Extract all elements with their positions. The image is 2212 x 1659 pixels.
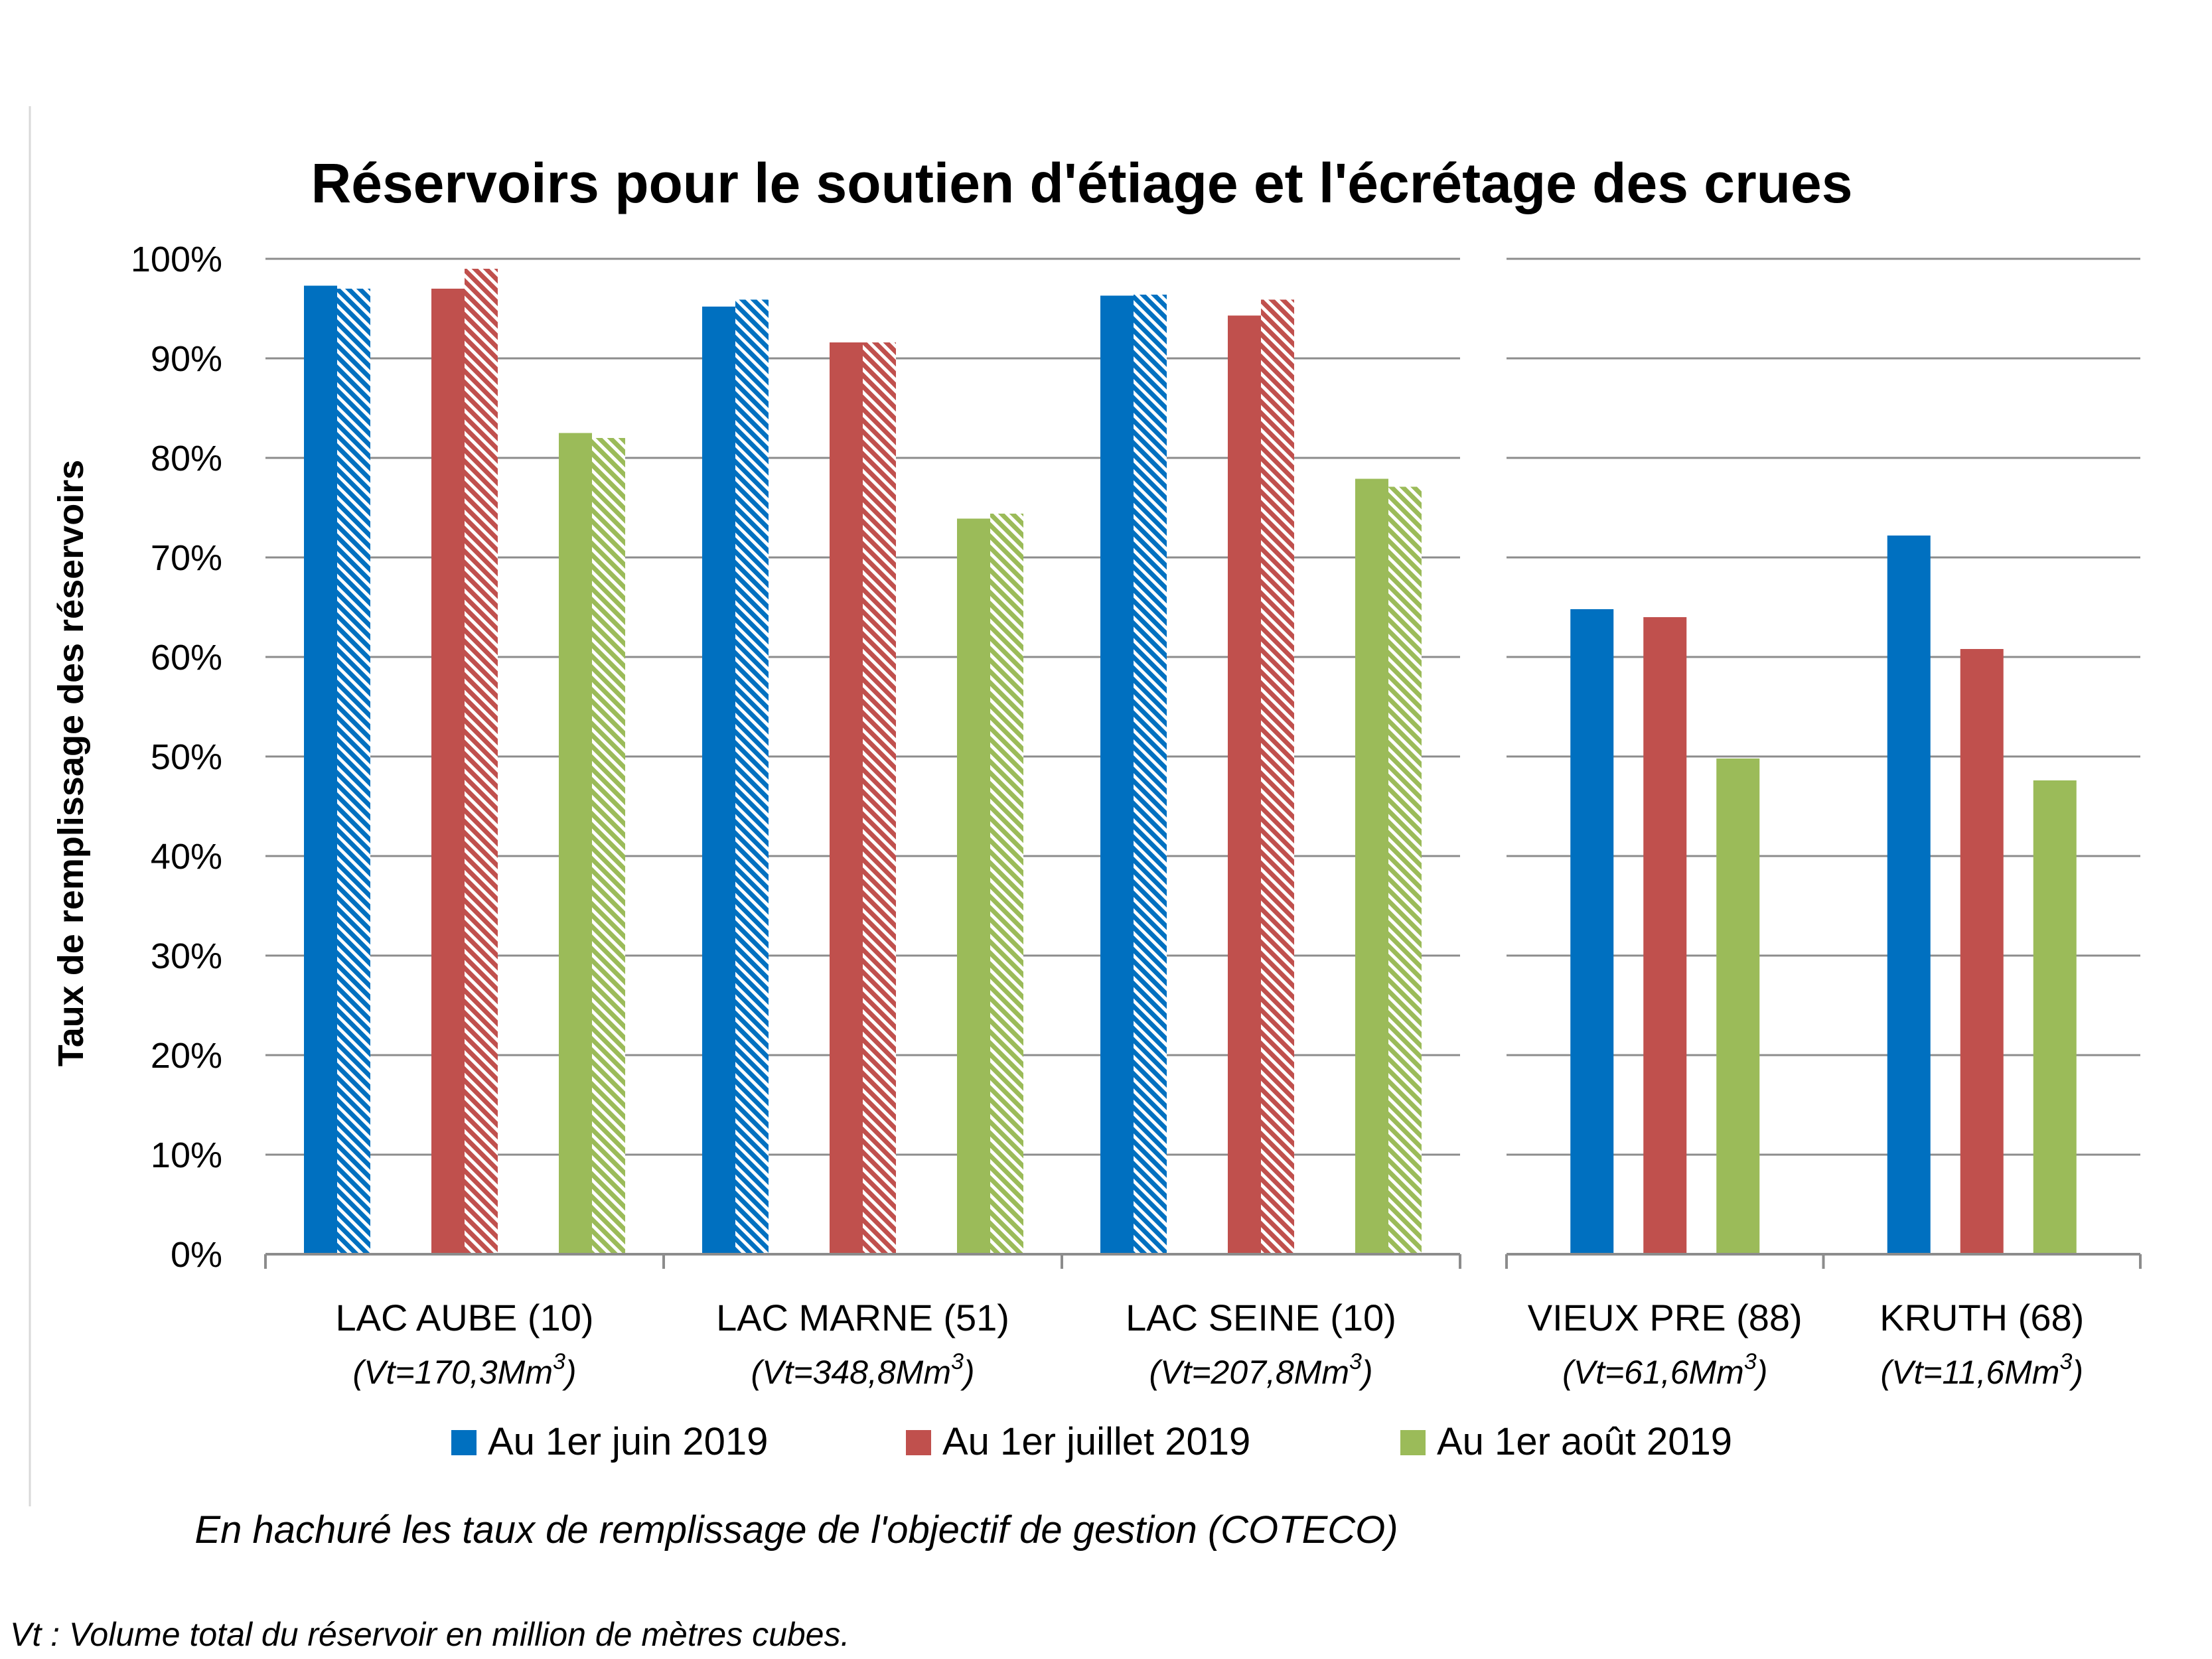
objective-bar xyxy=(337,289,370,1254)
actual-bar xyxy=(304,285,337,1254)
category-label: LAC SEINE (10) xyxy=(1126,1297,1396,1338)
category-label: LAC MARNE (51) xyxy=(716,1297,1009,1338)
objective-bar xyxy=(990,514,1023,1254)
actual-bar xyxy=(1228,315,1261,1254)
actual-bar xyxy=(2033,780,2077,1254)
actual-bar xyxy=(431,289,465,1254)
objective-bar xyxy=(465,269,498,1254)
legend-swatch xyxy=(1400,1430,1426,1455)
y-axis-label: Taux de remplissage des réservoirs xyxy=(51,460,91,1066)
actual-bar xyxy=(559,433,592,1254)
x-axis xyxy=(264,1253,2142,1269)
category-label: VIEUX PRE (88) xyxy=(1528,1297,1803,1338)
category-volume: (Vt=61,6Mm3) xyxy=(1562,1349,1767,1391)
legend-swatch xyxy=(451,1430,477,1455)
y-tick-label: 50% xyxy=(151,737,222,777)
objective-bar xyxy=(1388,486,1422,1254)
bars xyxy=(304,269,2077,1254)
actual-bar xyxy=(702,307,735,1254)
hatch-note: En hachuré les taux de remplissage de l'… xyxy=(194,1508,1398,1551)
legend-swatch xyxy=(906,1430,931,1455)
y-axis-ticks: 0% 10% 20% 30% 40% 50% 60% 70% 80% 90% 100% xyxy=(131,240,222,1275)
category-volume: (Vt=170,3Mm3) xyxy=(352,1349,576,1391)
y-tick-label: 10% xyxy=(151,1135,222,1175)
actual-bar xyxy=(1643,617,1687,1254)
category-volume: (Vt=348,8Mm3) xyxy=(751,1349,974,1391)
y-tick-label: 100% xyxy=(131,240,222,279)
legend: Au 1er juin 2019 Au 1er juillet 2019 Au 1e… xyxy=(451,1420,1732,1463)
y-tick-label: 80% xyxy=(151,439,222,478)
actual-bar xyxy=(830,342,863,1254)
y-tick-label: 70% xyxy=(151,538,222,578)
objective-bar xyxy=(1134,295,1167,1254)
chart-title: Réservoirs pour le soutien d'étiage et l… xyxy=(311,152,1853,214)
y-tick-label: 90% xyxy=(151,339,222,379)
actual-bar xyxy=(1355,478,1388,1254)
actual-bar xyxy=(957,518,990,1254)
y-tick-label: 30% xyxy=(151,936,222,976)
legend-label: Au 1er août 2019 xyxy=(1437,1420,1732,1463)
y-tick-label: 0% xyxy=(171,1235,222,1275)
category-label: LAC AUBE (10) xyxy=(335,1297,593,1338)
actual-bar xyxy=(1570,609,1614,1254)
legend-label: Au 1er juin 2019 xyxy=(488,1420,768,1463)
y-tick-label: 60% xyxy=(151,638,222,678)
actual-bar xyxy=(1960,649,2004,1254)
legend-label: Au 1er juillet 2019 xyxy=(942,1420,1250,1463)
footnote: Vt : Volume total du réservoir en millio… xyxy=(10,1616,849,1653)
actual-bar xyxy=(1100,295,1134,1254)
objective-bar xyxy=(1261,299,1294,1254)
category-label: KRUTH (68) xyxy=(1880,1297,2084,1338)
actual-bar xyxy=(1887,536,1931,1254)
objective-bar xyxy=(735,299,769,1254)
category-volume: (Vt=207,8Mm3) xyxy=(1149,1349,1372,1391)
y-tick-label: 40% xyxy=(151,837,222,877)
objective-bar xyxy=(592,438,625,1254)
y-tick-label: 20% xyxy=(151,1036,222,1076)
category-labels: LAC AUBE (10) (Vt=170,3Mm3) LAC MARNE (51)… xyxy=(335,1297,2084,1391)
actual-bar xyxy=(1716,758,1760,1254)
objective-bar xyxy=(863,342,896,1254)
gridlines xyxy=(265,257,2140,1256)
category-volume: (Vt=11,6Mm3) xyxy=(1880,1349,2083,1391)
